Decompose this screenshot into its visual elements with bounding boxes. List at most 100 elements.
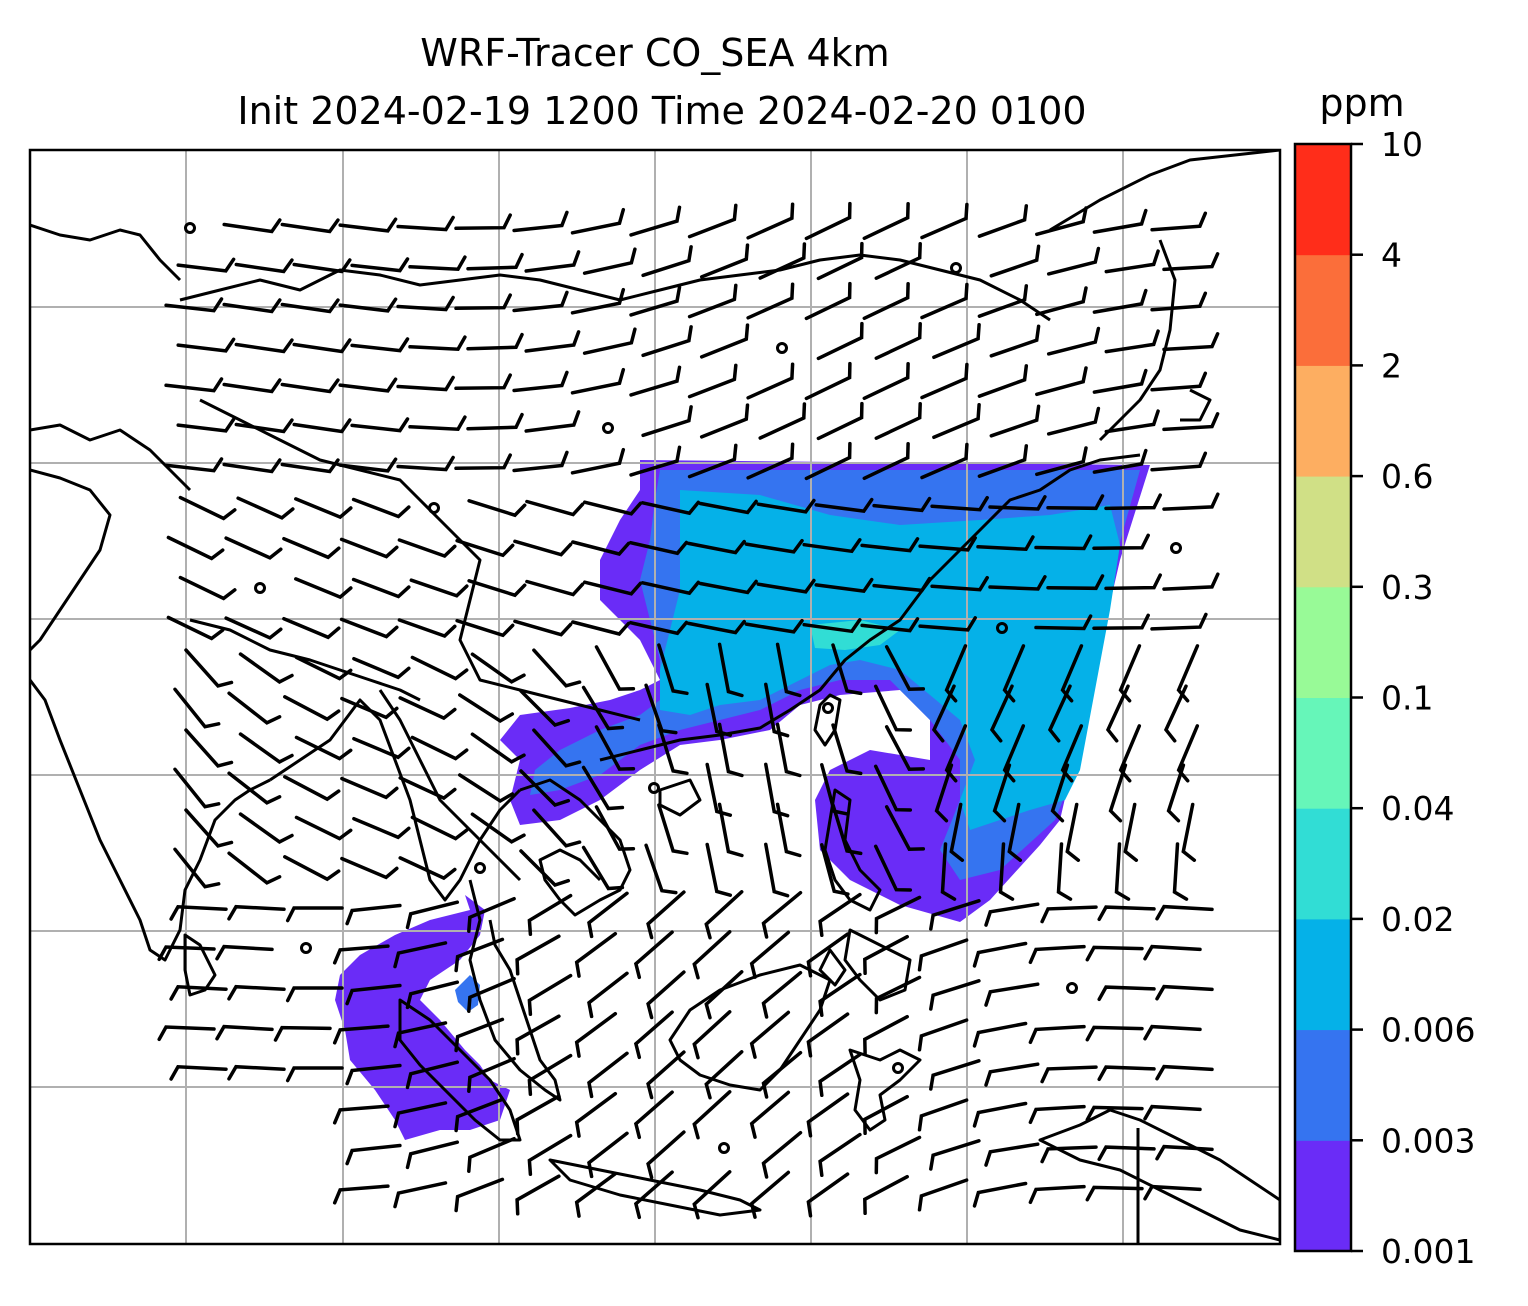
wind-barb bbox=[1108, 763, 1128, 823]
wind-barb bbox=[587, 1051, 629, 1099]
colorbar-segment bbox=[1295, 144, 1351, 256]
wind-barb bbox=[1155, 984, 1214, 1001]
wind-barb bbox=[1172, 842, 1189, 901]
wind-barb bbox=[525, 499, 585, 517]
wind-barb bbox=[173, 847, 221, 889]
wind-barb bbox=[686, 619, 746, 635]
wind-barb bbox=[641, 405, 693, 438]
wind-barb bbox=[699, 323, 750, 359]
wind-barb bbox=[280, 218, 340, 234]
wind-barb bbox=[744, 538, 804, 554]
wind-barb bbox=[594, 645, 636, 691]
wind-barb bbox=[1034, 534, 1093, 551]
wind-barb bbox=[1104, 329, 1160, 354]
wind-barb bbox=[574, 1091, 618, 1138]
wind-barb bbox=[236, 496, 295, 520]
wind-barb bbox=[984, 982, 1040, 1007]
wind-barb bbox=[398, 776, 457, 801]
wind-barb bbox=[1092, 448, 1148, 474]
colorbar-segment bbox=[1295, 808, 1351, 920]
wind-barb bbox=[282, 536, 341, 560]
wind-barb bbox=[1035, 286, 1088, 317]
wind-barb bbox=[1092, 368, 1148, 394]
wind-barb bbox=[1097, 905, 1156, 922]
wind-barb bbox=[989, 404, 1041, 438]
wind-barb bbox=[918, 536, 977, 552]
wind-barb bbox=[1028, 1024, 1086, 1045]
wind-barb bbox=[1085, 1105, 1144, 1122]
wind-barb bbox=[628, 540, 689, 556]
wind-barb bbox=[692, 930, 732, 980]
wind-barb bbox=[761, 1050, 803, 1099]
wind-barb bbox=[532, 648, 582, 688]
wind-barb bbox=[1002, 644, 1026, 703]
wind-barb bbox=[884, 805, 926, 851]
calm-wind-circle bbox=[950, 262, 962, 274]
wind-barb bbox=[920, 202, 969, 240]
wind-barb bbox=[1092, 613, 1150, 630]
wind-barb bbox=[398, 856, 457, 881]
wind-barb bbox=[1034, 614, 1093, 631]
wind-barb bbox=[764, 762, 790, 818]
wind-barb bbox=[1060, 644, 1084, 703]
wind-barb bbox=[351, 577, 411, 599]
wind-barb bbox=[756, 578, 816, 594]
wind-barb bbox=[405, 980, 460, 1010]
wind-barb bbox=[746, 442, 795, 480]
wind-barb bbox=[657, 643, 689, 696]
wind-barb bbox=[1143, 1104, 1202, 1121]
wind-barb bbox=[863, 1174, 909, 1216]
wind-barb bbox=[1097, 1065, 1156, 1082]
wind-barb bbox=[1028, 944, 1086, 965]
wind-barb bbox=[646, 890, 686, 940]
wind-barb bbox=[409, 578, 469, 598]
wind-barb bbox=[988, 495, 1047, 511]
wind-barb bbox=[458, 693, 515, 724]
wind-barb bbox=[972, 1101, 1028, 1128]
wind-barb bbox=[1104, 493, 1162, 511]
wind-barb bbox=[746, 202, 795, 240]
wind-barb bbox=[294, 815, 353, 841]
wind-barb bbox=[1092, 533, 1150, 550]
colorbar-tick-label: 10 bbox=[1381, 125, 1423, 164]
wind-barb bbox=[222, 218, 282, 234]
wind-barb bbox=[1150, 291, 1208, 312]
wind-barb bbox=[587, 971, 629, 1019]
wind-barb bbox=[222, 298, 282, 314]
wind-barb bbox=[410, 735, 469, 761]
wind-barb bbox=[519, 689, 571, 727]
wind-barb bbox=[1092, 208, 1148, 234]
calm-wind-circle bbox=[892, 1062, 904, 1074]
wind-barb bbox=[345, 903, 402, 926]
wind-barb bbox=[176, 257, 236, 273]
wind-barb bbox=[687, 203, 738, 239]
wind-barb bbox=[998, 842, 1015, 901]
wind-barb bbox=[350, 417, 410, 433]
wind-barb bbox=[396, 295, 455, 312]
calm-wind-circle bbox=[822, 702, 834, 714]
wind-barb bbox=[1046, 326, 1101, 356]
wind-barb bbox=[705, 842, 733, 897]
wind-barb bbox=[818, 1052, 862, 1098]
wind-barb bbox=[454, 293, 512, 311]
wind-barb bbox=[527, 893, 573, 937]
wind-barb bbox=[283, 695, 341, 722]
wind-barb bbox=[582, 580, 643, 596]
map-frame bbox=[28, 148, 1282, 1246]
wind-barb bbox=[1162, 412, 1220, 432]
wind-barb bbox=[285, 986, 344, 1003]
colorbar-tick-label: 0.003 bbox=[1381, 1121, 1475, 1160]
wind-barb bbox=[294, 577, 353, 600]
wind-barb bbox=[1040, 905, 1098, 924]
wind-barb bbox=[775, 802, 802, 858]
wind-barb bbox=[862, 201, 910, 241]
wind-barb bbox=[831, 643, 863, 696]
wind-barb bbox=[698, 579, 758, 595]
wind-barb bbox=[513, 619, 573, 637]
figure-title-line1: WRF-Tracer CO_SEA 4km bbox=[420, 31, 889, 75]
wind-barb bbox=[397, 538, 457, 559]
wind-barb bbox=[687, 363, 738, 399]
wind-barb bbox=[930, 495, 989, 512]
wind-barb bbox=[1007, 802, 1023, 862]
calm-wind-circle bbox=[474, 862, 486, 874]
